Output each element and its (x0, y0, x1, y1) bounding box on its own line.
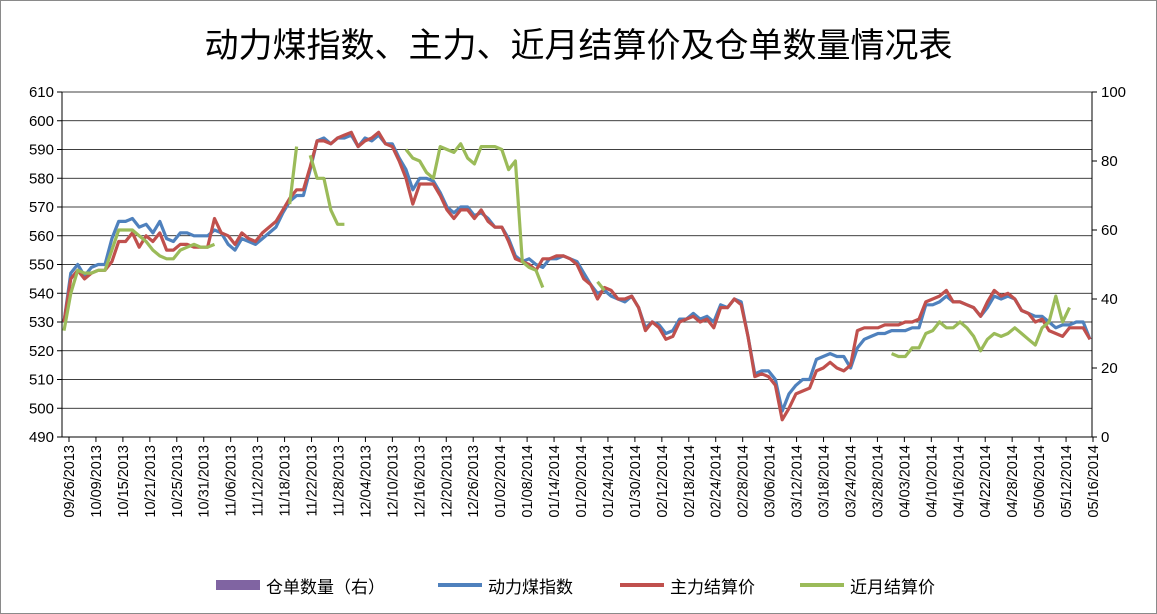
x-tick-label: 03/12/2014 (790, 445, 806, 518)
legend-swatch-coal-index (438, 583, 482, 587)
x-tick-label: 01/14/2014 (547, 445, 563, 518)
x-tick-label: 02/28/2014 (736, 445, 752, 518)
x-tick-label: 12/04/2013 (358, 445, 374, 518)
legend-swatch-warehouse-receipts (216, 580, 260, 590)
x-tick-label: 12/16/2013 (412, 445, 428, 518)
x-tick-label: 11/28/2013 (331, 445, 347, 517)
legend-swatch-main-settlement (620, 583, 664, 587)
x-tick-label: 12/10/2013 (385, 445, 401, 518)
series-lines (62, 130, 1092, 422)
legend-swatch-near-month-settlement (800, 583, 844, 587)
legend-label-main-settlement: 主力结算价 (670, 577, 755, 598)
legend-item-coal-index: 动力煤指数 (438, 570, 573, 600)
y-right-tick-label: 0 (1101, 429, 1109, 446)
x-tick-label: 02/18/2014 (682, 445, 698, 518)
series-line-coal-index (62, 133, 1092, 413)
x-tick-label: 01/30/2014 (628, 445, 644, 518)
x-tick-label: 12/26/2013 (466, 445, 482, 518)
x-tick-label: 03/24/2014 (843, 445, 859, 518)
series-line-near-month-settlement (890, 294, 1071, 359)
y-left-tick-label: 510 (29, 372, 54, 389)
series-line-near-month-settlement (62, 228, 216, 331)
y-right-tick-label: 20 (1101, 360, 1118, 377)
x-tick-label: 09/26/2013 (62, 445, 78, 518)
x-tick-label: 04/03/2014 (897, 445, 913, 518)
y-left-tick-label: 490 (29, 429, 54, 446)
x-tick-label: 03/28/2014 (870, 445, 886, 518)
y-axis-left: 490 500 510 520 530 540 550 560 570 580 590 600 610 (29, 84, 63, 446)
x-tick-label: 05/06/2014 (1032, 445, 1048, 518)
x-tick-label: 10/15/2013 (116, 445, 132, 518)
y-left-tick-label: 590 (29, 142, 54, 159)
y-left-tick-label: 520 (29, 343, 54, 360)
legend-item-near-month-settlement: 近月结算价 (800, 570, 935, 600)
x-tick-label: 01/20/2014 (574, 445, 590, 518)
x-tick-label: 04/10/2014 (924, 445, 940, 518)
x-tick-label: 10/09/2013 (89, 445, 105, 518)
x-tick-label: 10/31/2013 (197, 445, 213, 518)
x-tick-label: 01/02/2014 (493, 445, 509, 518)
series-line-near-month-settlement (288, 146, 345, 226)
series-line-near-month-settlement (404, 142, 545, 289)
y-right-tick-label: 100 (1101, 84, 1126, 101)
y-left-tick-label: 530 (29, 314, 54, 331)
y-right-tick-label: 60 (1101, 222, 1118, 239)
x-axis: 09/26/2013 10/09/2013 10/15/2013 10/21/2013… (62, 437, 1102, 518)
x-tick-label: 03/18/2014 (817, 445, 833, 518)
legend: 仓单数量（右） 动力煤指数 主力结算价 近月结算价 (0, 570, 1157, 600)
y-left-tick-label: 550 (29, 257, 54, 274)
x-tick-label: 10/25/2013 (170, 445, 186, 518)
x-tick-label: 10/21/2013 (143, 445, 159, 518)
x-tick-label: 04/28/2014 (1005, 445, 1021, 518)
y-right-tick-label: 80 (1101, 153, 1118, 170)
x-tick-label: 01/24/2014 (601, 445, 617, 518)
legend-item-warehouse-receipts: 仓单数量（右） (216, 570, 385, 600)
series-line-main-settlement (62, 130, 1092, 422)
y-left-tick-label: 570 (29, 199, 54, 216)
y-left-tick-label: 540 (29, 285, 54, 302)
x-tick-label: 11/22/2013 (305, 445, 321, 517)
x-tick-label: 05/16/2014 (1086, 445, 1102, 518)
y-axis-right: 0 20 40 60 80 100 (1091, 84, 1126, 446)
x-tick-label: 01/08/2014 (520, 445, 536, 518)
legend-label-near-month-settlement: 近月结算价 (850, 577, 935, 598)
series-line-near-month-settlement (596, 280, 606, 292)
x-tick-label: 02/24/2014 (709, 445, 725, 518)
chart-title: 动力煤指数、主力、近月结算价及仓单数量情况表 (204, 26, 953, 66)
y-left-tick-label: 610 (29, 84, 54, 101)
x-tick-label: 03/06/2014 (763, 445, 779, 518)
y-left-tick-label: 600 (29, 113, 54, 130)
legend-label-coal-index: 动力煤指数 (488, 577, 573, 598)
x-tick-label: 05/12/2014 (1059, 445, 1075, 518)
x-tick-label: 11/18/2013 (278, 445, 294, 517)
x-tick-label: 11/06/2013 (224, 445, 240, 517)
x-tick-label: 04/16/2014 (951, 445, 967, 518)
y-left-tick-label: 580 (29, 170, 54, 187)
legend-item-main-settlement: 主力结算价 (620, 570, 755, 600)
legend-label-warehouse-receipts: 仓单数量（右） (266, 577, 385, 598)
x-tick-label: 11/12/2013 (251, 445, 267, 517)
y-right-tick-label: 40 (1101, 291, 1118, 308)
y-left-tick-label: 500 (29, 400, 54, 417)
x-tick-label: 04/22/2014 (978, 445, 994, 518)
x-tick-label: 02/12/2014 (655, 445, 671, 518)
y-left-tick-label: 560 (29, 228, 54, 245)
x-tick-label: 12/20/2013 (439, 445, 455, 518)
